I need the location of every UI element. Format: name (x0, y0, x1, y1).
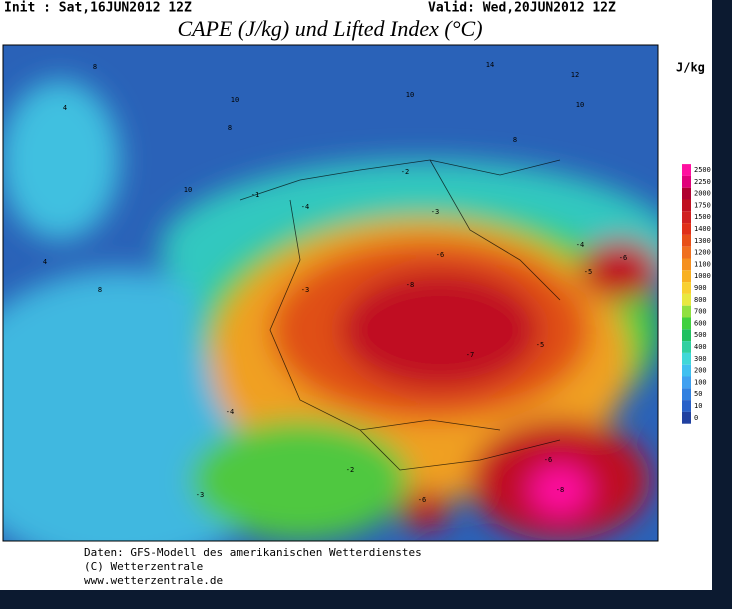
map (3, 45, 658, 541)
lifted-index-label: 8 (228, 124, 232, 132)
colorbar-swatch (682, 376, 691, 389)
colorbar-label: 2500 (694, 166, 711, 174)
lifted-index-label: -4 (226, 408, 234, 416)
lifted-index-label: -1 (251, 191, 259, 199)
unit-label: J/kg (676, 61, 705, 75)
colorbar-swatch (682, 317, 691, 330)
colorbar-label: 2000 (694, 190, 711, 198)
colorbar-label: 900 (694, 284, 707, 292)
footer-copyright: (C) Wetterzentrale (84, 560, 203, 573)
colorbar-swatch (682, 258, 691, 271)
colorbar-label: 200 (694, 367, 707, 375)
colorbar-swatch (682, 293, 691, 306)
lifted-index-label: -5 (536, 341, 544, 349)
colorbar-swatch (682, 246, 691, 259)
colorbar-label: 0 (694, 414, 698, 422)
lifted-index-label: -2 (346, 466, 354, 474)
lifted-index-label: -6 (436, 251, 444, 259)
colorbar-swatch (682, 164, 691, 176)
lifted-index-label: 4 (43, 258, 47, 266)
colorbar-swatch (682, 211, 691, 224)
colorbar-swatch (682, 411, 691, 424)
colorbar-label: 50 (694, 390, 702, 398)
colorbar-label: 500 (694, 331, 707, 339)
colorbar-swatch (682, 270, 691, 283)
lifted-index-label: -4 (576, 241, 584, 249)
colorbar-swatch (682, 352, 691, 365)
colorbar-swatch (682, 400, 691, 412)
colorbar-label: 1750 (694, 201, 711, 209)
colorbar-label: 10 (694, 402, 702, 410)
lifted-index-label: -5 (584, 268, 592, 276)
lifted-index-label: -8 (556, 486, 564, 494)
lifted-index-label: 14 (486, 61, 494, 69)
title: CAPE (J/kg) und Lifted Index (°C) (177, 16, 482, 41)
colorbar-swatch (682, 187, 691, 200)
lifted-index-label: 8 (513, 136, 517, 144)
lifted-index-label: 8 (98, 286, 102, 294)
valid-time: Valid: Wed,20JUN2012 12Z (428, 1, 616, 16)
colorbar-label: 1000 (694, 272, 711, 280)
colorbar-label: 400 (694, 343, 707, 351)
colorbar-swatch (682, 175, 691, 188)
footer-url: www.wetterzentrale.de (84, 574, 223, 587)
colorbar-label: 2250 (694, 178, 711, 186)
lifted-index-label: -6 (544, 456, 552, 464)
colorbar: 2500225020001750150014001300120011001000… (682, 164, 711, 424)
lifted-index-label: -2 (401, 168, 409, 176)
lifted-index-label: 12 (571, 71, 579, 79)
frame-right (712, 0, 732, 609)
colorbar-swatch (682, 364, 691, 377)
lifted-index-label: 10 (231, 96, 239, 104)
colorbar-swatch (682, 329, 691, 342)
colorbar-label: 1300 (694, 237, 711, 245)
colorbar-label: 700 (694, 308, 707, 316)
colorbar-label: 800 (694, 296, 707, 304)
lifted-index-label: 8 (93, 63, 97, 71)
colorbar-label: 600 (694, 319, 707, 327)
colorbar-swatch (682, 223, 691, 235)
colorbar-label: 1500 (694, 213, 711, 221)
colorbar-swatch (682, 341, 691, 353)
colorbar-label: 1200 (694, 249, 711, 257)
lifted-index-label: -8 (406, 281, 414, 289)
colorbar-label: 1400 (694, 225, 711, 233)
colorbar-swatch (682, 234, 691, 247)
colorbar-swatch (682, 305, 691, 318)
footer-source: Daten: GFS-Modell des amerikanischen Wet… (84, 546, 422, 559)
lifted-index-label: 10 (576, 101, 584, 109)
lifted-index-label: -3 (301, 286, 309, 294)
lifted-index-label: -4 (301, 203, 309, 211)
map-border (2, 44, 659, 542)
lifted-index-label: 4 (63, 104, 67, 112)
colorbar-swatch (682, 199, 691, 212)
colorbar-swatch (682, 388, 691, 401)
colorbar-label: 100 (694, 378, 707, 386)
lifted-index-label: -6 (619, 254, 627, 262)
frame-bottom (0, 590, 732, 609)
lifted-index-label: 10 (184, 186, 192, 194)
colorbar-swatch (682, 282, 691, 294)
lifted-index-label: -3 (431, 208, 439, 216)
lifted-index-label: -6 (418, 496, 426, 504)
init-time: Init : Sat,16JUN2012 12Z (4, 1, 192, 16)
map-labels: 8 4 10 8 10 8 14 12 10 8 10 4 -1 -2 -3 -4 -3 -6 -8 -7 -6 -5 -4… (43, 61, 627, 504)
lifted-index-label: -7 (466, 351, 474, 359)
colorbar-label: 1100 (694, 260, 711, 268)
colorbar-label: 300 (694, 355, 707, 363)
lifted-index-label: 10 (406, 91, 414, 99)
lifted-index-label: -3 (196, 491, 204, 499)
